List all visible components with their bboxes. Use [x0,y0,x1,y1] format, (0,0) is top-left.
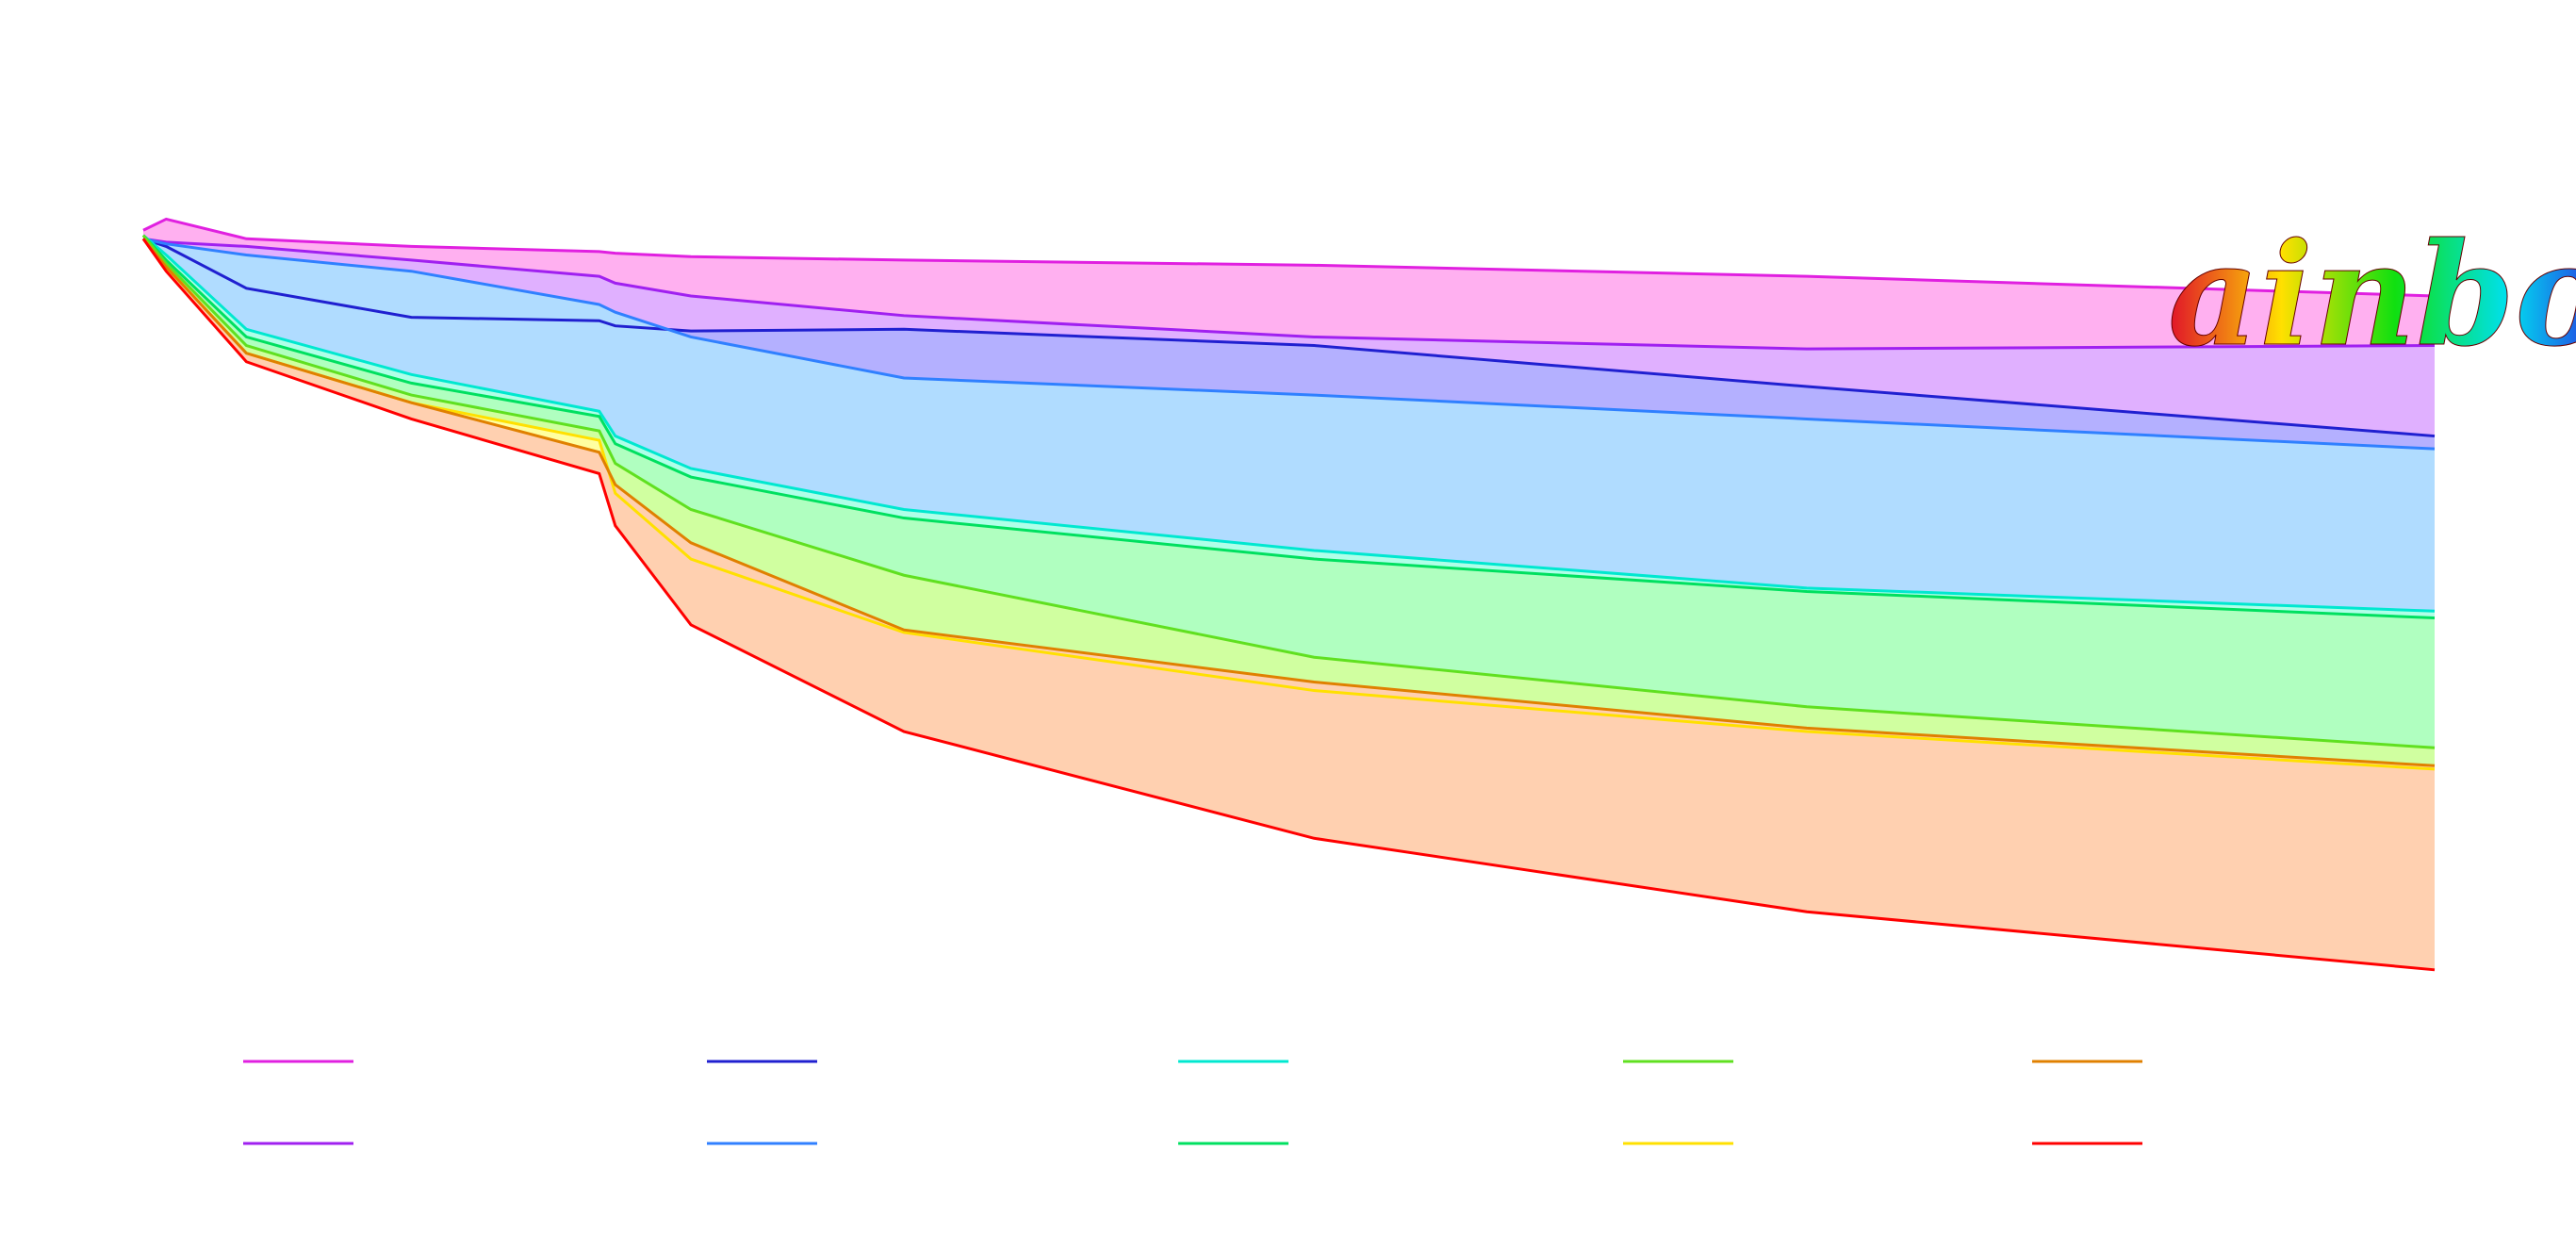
area [143,238,2435,970]
areas [143,219,2435,970]
series-line [141,238,2436,972]
series-line [141,238,2436,767]
series-line [141,234,2436,749]
annotation: ainbow [2168,212,2576,378]
series-line [142,237,2436,438]
series-line [142,237,2436,351]
series-line [142,234,2436,613]
series-line [142,217,2436,298]
series-line [141,234,2436,620]
legend [243,1060,2142,1145]
lines [141,217,2436,972]
series-line [142,237,2436,451]
